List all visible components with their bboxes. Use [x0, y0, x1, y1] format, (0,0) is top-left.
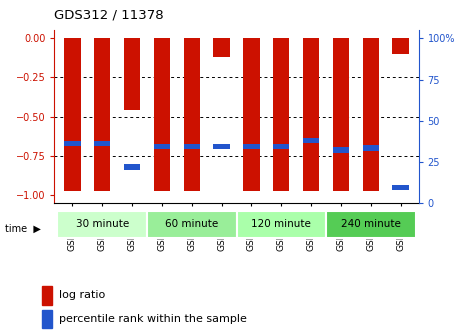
- Bar: [303, 38, 319, 191]
- Bar: [94, 38, 110, 191]
- Bar: [326, 211, 416, 238]
- Bar: [64, 141, 80, 146]
- Bar: [147, 211, 236, 238]
- Bar: [363, 38, 379, 191]
- Bar: [393, 38, 409, 54]
- Bar: [393, 185, 409, 190]
- Text: 60 minute: 60 minute: [165, 219, 219, 229]
- Bar: [236, 211, 326, 238]
- Text: GDS312 / 11378: GDS312 / 11378: [54, 9, 164, 22]
- Bar: [363, 145, 379, 151]
- Bar: [42, 286, 53, 305]
- Bar: [184, 38, 200, 191]
- Text: time  ▶: time ▶: [5, 224, 41, 234]
- Bar: [303, 138, 319, 143]
- Bar: [184, 144, 200, 150]
- Text: 120 minute: 120 minute: [251, 219, 311, 229]
- Bar: [213, 38, 230, 57]
- Bar: [124, 164, 140, 170]
- Bar: [154, 144, 170, 150]
- Text: log ratio: log ratio: [59, 290, 105, 300]
- Bar: [94, 141, 110, 146]
- Bar: [333, 147, 349, 153]
- Bar: [273, 38, 289, 191]
- Bar: [64, 38, 80, 191]
- Bar: [57, 211, 147, 238]
- Bar: [273, 144, 289, 150]
- Text: 30 minute: 30 minute: [76, 219, 129, 229]
- Bar: [154, 38, 170, 191]
- Bar: [243, 144, 260, 150]
- Bar: [42, 309, 53, 328]
- Bar: [213, 144, 230, 150]
- Bar: [243, 38, 260, 191]
- Bar: [124, 38, 140, 111]
- Text: percentile rank within the sample: percentile rank within the sample: [59, 314, 246, 324]
- Bar: [333, 38, 349, 191]
- Text: 240 minute: 240 minute: [341, 219, 401, 229]
